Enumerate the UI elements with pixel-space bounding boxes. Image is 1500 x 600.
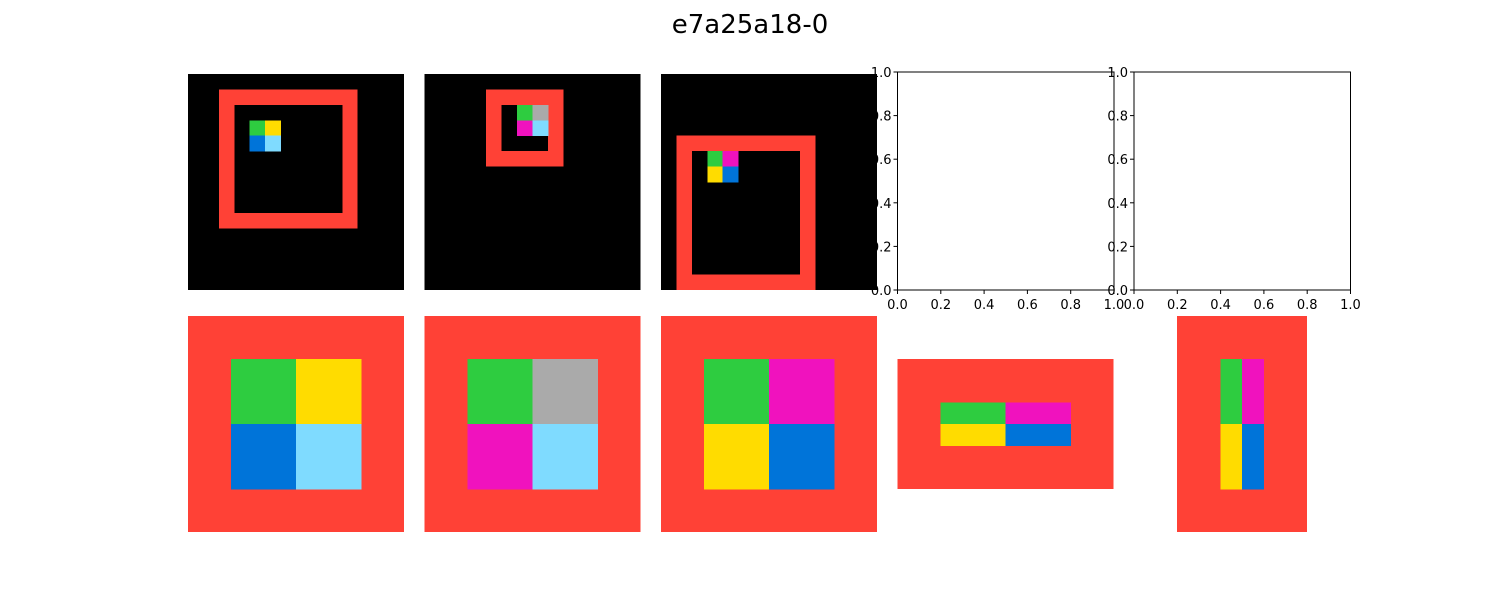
x-tick-label: 1.0 (1104, 298, 1125, 313)
color-block (1005, 402, 1071, 425)
grid-cell (265, 120, 282, 137)
grid-cell (722, 151, 739, 168)
color-block (940, 424, 1006, 447)
output-grid-1 (188, 316, 404, 532)
grid-cell (707, 166, 724, 183)
axes-frame (897, 71, 1115, 291)
color-block (1220, 424, 1243, 490)
grid-cell (517, 104, 533, 121)
empty-axes-2: 0.0 0.2 0.4 0.6 0.8 1.00.00.20.40.60.81.0 (1107, 66, 1361, 313)
y-tick-label: 0.0 (871, 284, 892, 299)
color-block (296, 359, 362, 425)
color-block (1242, 424, 1265, 490)
x-tick-label: 0.6 (1017, 298, 1038, 313)
input-grid-1 (188, 74, 404, 290)
y-tick-label: 0.6 (871, 153, 892, 168)
x-tick-label: 0.2 (930, 298, 951, 313)
y-tick-label: 1.0 (871, 66, 892, 81)
x-tick-label: 1.0 (1340, 298, 1361, 313)
x-tick-label: 0.4 (1210, 298, 1231, 313)
color-block (704, 359, 770, 425)
x-tick-label: 0.6 (1254, 298, 1275, 313)
y-tick-label: 0.8 (1107, 110, 1128, 125)
x-tick-label: 0.2 (1167, 298, 1188, 313)
color-block (467, 359, 533, 425)
y-tick-label: 0.2 (871, 240, 892, 255)
color-block (769, 359, 835, 425)
output-grid-4 (897, 359, 1114, 489)
axes-frame (1133, 71, 1351, 291)
grid-cell (249, 120, 266, 137)
figure-title: e7a25a18-0 (671, 10, 829, 40)
grid-cell (722, 166, 739, 183)
grid-cell (517, 120, 533, 137)
color-block (704, 424, 770, 490)
color-block (532, 424, 598, 490)
y-tick-label: 1.0 (1107, 66, 1128, 81)
y-tick-label: 0.6 (1107, 153, 1128, 168)
color-block (769, 424, 835, 490)
y-tick-label: 0.2 (1107, 240, 1128, 255)
color-block (296, 424, 362, 490)
y-tick-label: 0.4 (871, 197, 892, 212)
output-grid-3 (661, 316, 877, 532)
color-block (231, 359, 297, 425)
output-grid-2 (424, 316, 641, 532)
x-tick-label: 0.8 (1060, 298, 1081, 313)
input-grid-3 (661, 74, 877, 290)
grid-cell (707, 151, 724, 168)
color-block (940, 402, 1006, 425)
grid-cell (532, 104, 549, 121)
empty-axes-1: 0.0 0.2 0.4 0.6 0.8 1.00.00.20.40.60.81.0 (871, 66, 1125, 313)
output-grid-5 (1177, 316, 1307, 532)
input-grid-2 (424, 74, 641, 290)
x-tick-label: 0.8 (1297, 298, 1318, 313)
x-tick-label: 0.0 (1124, 298, 1145, 313)
color-block (532, 359, 598, 425)
grid-cell (249, 135, 266, 152)
color-block (231, 424, 297, 490)
x-tick-label: 0.4 (974, 298, 995, 313)
color-block (467, 424, 533, 490)
y-tick-label: 0.8 (871, 110, 892, 125)
color-block (1242, 359, 1265, 425)
y-tick-label: 0.0 (1107, 284, 1128, 299)
color-block (1220, 359, 1243, 425)
grid-cell (532, 120, 549, 137)
grid-cell (265, 135, 282, 152)
x-tick-label: 0.0 (887, 298, 908, 313)
color-block (1005, 424, 1071, 447)
y-tick-label: 0.4 (1107, 197, 1128, 212)
